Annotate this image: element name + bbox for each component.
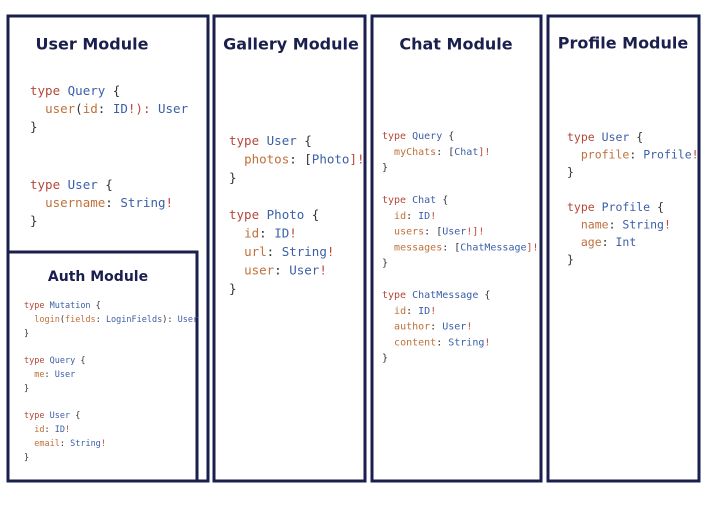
code-line: } <box>30 119 38 134</box>
code-line: } <box>229 170 237 185</box>
code-line: type Chat { <box>382 195 448 206</box>
module-title: Auth Module <box>48 269 148 285</box>
code-line: user(id: ID!): User <box>30 101 189 116</box>
auth-module-box <box>6 250 199 483</box>
module-title: Gallery Module <box>223 35 359 54</box>
code-line: type Query { <box>382 131 454 142</box>
code-line: login(fields: LoginFields): User <box>24 315 198 325</box>
code-line: type Query { <box>30 83 120 98</box>
code-line: users: [User!]! <box>382 227 484 238</box>
code-line: } <box>229 281 237 296</box>
code-line: } <box>382 353 388 364</box>
code-line: type ChatMessage { <box>382 290 490 301</box>
code-line: name: String! <box>567 217 671 231</box>
code-line: me: User <box>24 370 75 380</box>
code-line: myChats: [Chat]! <box>382 147 490 158</box>
profile-module-box <box>546 14 701 483</box>
code-line: } <box>24 384 29 394</box>
code-line: id: ID! <box>382 306 436 317</box>
code-line: type Mutation { <box>24 301 101 311</box>
code-line: username: String! <box>30 195 173 210</box>
code-line: messages: [ChatMessage]! <box>382 242 539 253</box>
gallery-module-box <box>212 14 367 483</box>
code-line: id: ID! <box>382 211 436 222</box>
code-line: email: String! <box>24 439 106 449</box>
code-line: user: User! <box>229 262 327 277</box>
code-line: author: User! <box>382 322 472 333</box>
code-line: type Query { <box>24 356 85 366</box>
code-line: type User { <box>567 130 643 144</box>
code-line: } <box>24 329 29 339</box>
chat-module-box <box>370 14 543 483</box>
code-line: } <box>567 165 574 179</box>
code-line: id: ID! <box>229 225 297 240</box>
code-line: } <box>30 213 38 228</box>
code-line: content: String! <box>382 337 490 348</box>
code-line: id: ID! <box>24 425 70 435</box>
module-title: Chat Module <box>399 35 512 54</box>
code-line: type Profile { <box>567 200 664 214</box>
code-line: url: String! <box>229 244 334 259</box>
code-line: photos: [Photo]! <box>229 151 365 166</box>
code-line: } <box>382 258 388 269</box>
code-line: type User { <box>229 133 312 148</box>
code-line: type User { <box>30 177 113 192</box>
code-line: } <box>567 252 574 266</box>
code-line: type User { <box>24 411 80 421</box>
code-line: profile: Profile! <box>567 147 699 161</box>
module-title: Profile Module <box>558 34 689 53</box>
code-line: } <box>24 453 29 463</box>
code-line: } <box>382 163 388 174</box>
module-title: User Module <box>36 35 149 54</box>
code-line: age: Int <box>567 235 636 249</box>
code-line: type Photo { <box>229 207 319 222</box>
